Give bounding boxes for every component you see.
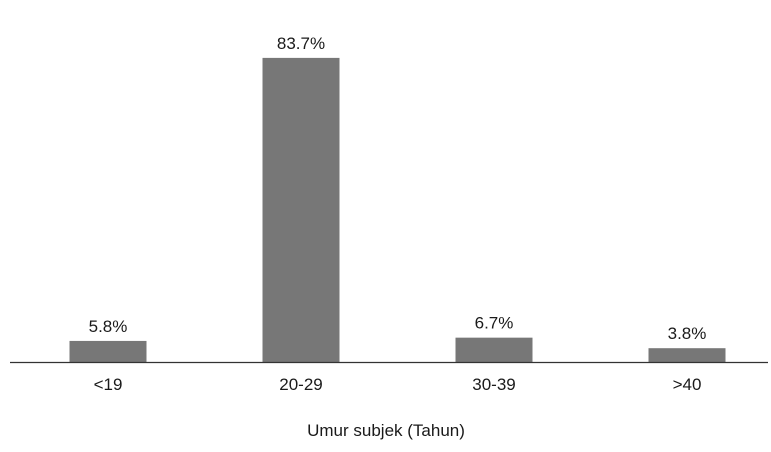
tick-label-0: <19 <box>94 375 123 394</box>
value-label-2: 6.7% <box>475 314 514 333</box>
tick-label-3: >40 <box>673 375 702 394</box>
tick-labels-group: <19 20-29 30-39 >40 <box>94 375 702 394</box>
value-label-3: 3.8% <box>668 324 707 343</box>
value-label-0: 5.8% <box>89 317 128 336</box>
x-axis-title: Umur subjek (Tahun) <box>307 421 465 440</box>
value-labels-group: 5.8% 83.7% 6.7% 3.8% <box>89 34 707 343</box>
bars-group <box>69 57 726 362</box>
bar-1 <box>262 57 340 362</box>
bar-0 <box>69 340 147 362</box>
value-label-1: 83.7% <box>277 34 325 53</box>
tick-label-2: 30-39 <box>472 375 515 394</box>
bar-3 <box>648 348 726 362</box>
tick-label-1: 20-29 <box>279 375 322 394</box>
bar-2 <box>455 337 533 362</box>
